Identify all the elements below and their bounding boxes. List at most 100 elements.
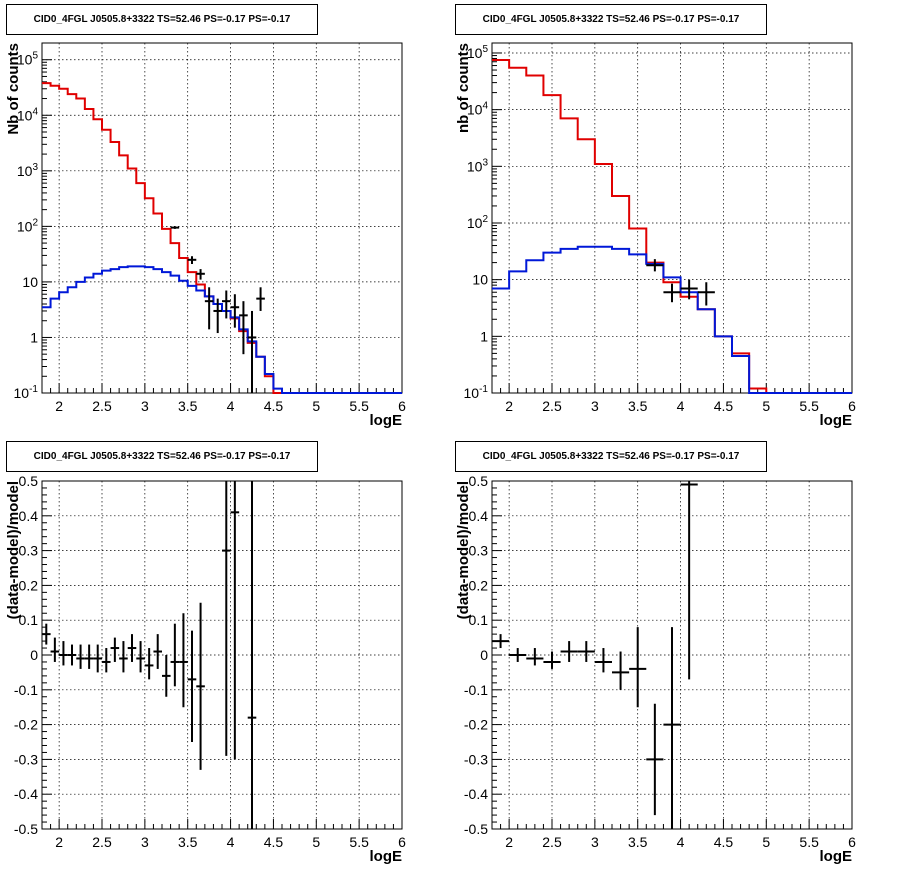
x-tick-label: 6 — [398, 398, 406, 414]
data-point — [492, 634, 510, 649]
x-tick-label: 2.5 — [92, 398, 112, 414]
y-tick-label: 10-1 — [14, 384, 39, 401]
x-tick-label: 3.5 — [628, 834, 648, 850]
y-tick-label: 0.2 — [469, 577, 489, 593]
histogram-series-1 — [492, 59, 852, 394]
y-tick-label: 10-1 — [464, 384, 489, 401]
data-points — [646, 259, 715, 306]
y-axis-ticks — [492, 52, 502, 394]
y-tick-label: -0.4 — [464, 786, 488, 802]
y-axis-ticks — [42, 42, 52, 394]
y-tick-label: 10 — [22, 274, 38, 290]
data-point — [663, 283, 681, 303]
data-point — [680, 481, 698, 680]
x-tick-label: 3.5 — [178, 834, 198, 850]
y-tick-label: -0.5 — [14, 821, 38, 837]
y-tick-label: -0.1 — [464, 682, 488, 698]
plot-frame — [41, 42, 403, 394]
x-tick-label: 6 — [848, 834, 856, 850]
y-tick-label: 1 — [30, 329, 38, 345]
data-point — [560, 641, 578, 662]
data-point — [594, 648, 612, 673]
data-point — [162, 655, 171, 697]
y-tick-label: -0.3 — [14, 751, 38, 767]
y-tick-label: 102 — [17, 217, 39, 234]
x-tick-label: 3.5 — [628, 398, 648, 414]
y-tick-label: 0 — [30, 647, 38, 663]
data-point — [543, 651, 561, 669]
panel-2-title: CID0_4FGL J0505.8+3322 TS=52.46 PS=-0.17… — [455, 4, 767, 35]
x-axis-ticks — [41, 819, 403, 829]
y-axis-ticks — [492, 480, 502, 830]
data-point — [170, 623, 180, 687]
y-tick-label: 105 — [467, 44, 489, 61]
x-tick-label: 3 — [591, 398, 599, 414]
x-tick-label: 5 — [312, 398, 320, 414]
data-point — [144, 648, 154, 680]
y-tick-label: 0.4 — [469, 508, 489, 524]
data-point — [187, 630, 197, 742]
x-tick-label: 2 — [505, 834, 513, 850]
y-tick-label: 105 — [17, 51, 39, 68]
x-tick-label: 2 — [55, 834, 63, 850]
data-points — [42, 481, 257, 829]
data-point — [50, 637, 60, 662]
x-tick-label: 3 — [591, 834, 599, 850]
panel-4-title: CID0_4FGL J0505.8+3322 TS=52.46 PS=-0.17… — [455, 441, 767, 472]
data-point — [136, 641, 145, 673]
y-tick-label: 0.3 — [469, 543, 489, 559]
y-tick-label: 0.1 — [469, 612, 489, 628]
data-point — [153, 634, 162, 669]
data-point — [577, 641, 595, 662]
data-point — [179, 613, 188, 708]
data-point — [127, 634, 137, 662]
panel-2: 2 2.5 3 3.5 4 4.5 5 5.5 6 10-1 1 10 102 103 104 105 logE… — [455, 42, 856, 429]
histogram-series-2 — [492, 245, 852, 394]
y-tick-label: 102 — [467, 214, 489, 231]
x-tick-label: 4 — [677, 834, 685, 850]
data-point — [196, 269, 205, 280]
y-tick-label: -0.2 — [14, 717, 38, 733]
panel-1-title: CID0_4FGL J0505.8+3322 TS=52.46 PS=-0.17… — [6, 4, 318, 35]
data-point — [239, 301, 248, 355]
data-point — [67, 644, 77, 666]
x-tick-label: 3 — [141, 398, 149, 414]
data-point — [84, 644, 94, 669]
y-axis-label: (data-model)/model — [5, 481, 22, 619]
y-tick-label: -0.2 — [464, 717, 488, 733]
data-point — [76, 644, 85, 669]
data-point — [247, 310, 257, 393]
data-point — [680, 279, 698, 300]
data-point — [42, 623, 51, 645]
y-tick-label: 104 — [17, 106, 39, 123]
x-axis-label: logE — [820, 848, 853, 865]
x-axis-ticks — [491, 383, 853, 393]
y-tick-label: -0.3 — [464, 751, 488, 767]
grid — [42, 43, 402, 393]
x-tick-label: 2 — [55, 398, 63, 414]
panel-3: 2 2.5 3 3.5 4 4.5 5 5.5 6 -0.5 -0.4 -0.3 -0.2 -0.1 0 0.… — [5, 473, 406, 865]
y-axis-label: nb of counts — [455, 43, 472, 133]
x-tick-label: 5.5 — [349, 834, 369, 850]
grid — [42, 481, 402, 829]
y-axis-label: (data-model)/model — [455, 481, 472, 619]
x-tick-label: 5.5 — [799, 398, 819, 414]
data-point — [509, 648, 527, 662]
data-point — [230, 481, 240, 760]
data-point — [247, 481, 257, 829]
data-point — [110, 637, 120, 662]
x-tick-label: 4 — [227, 398, 235, 414]
y-tick-label: 0.4 — [19, 508, 39, 524]
y-tick-label: 1 — [480, 328, 488, 344]
y-tick-label: -0.5 — [464, 821, 488, 837]
data-point — [59, 641, 68, 666]
x-axis-label: logE — [820, 412, 853, 429]
data-points — [492, 481, 698, 829]
x-tick-label: 5 — [762, 834, 770, 850]
x-tick-label: 4.5 — [264, 398, 284, 414]
y-tick-label: 0.1 — [19, 612, 39, 628]
y-tick-label: -0.1 — [14, 682, 38, 698]
y-tick-label: -0.4 — [14, 786, 38, 802]
data-point — [230, 294, 240, 328]
